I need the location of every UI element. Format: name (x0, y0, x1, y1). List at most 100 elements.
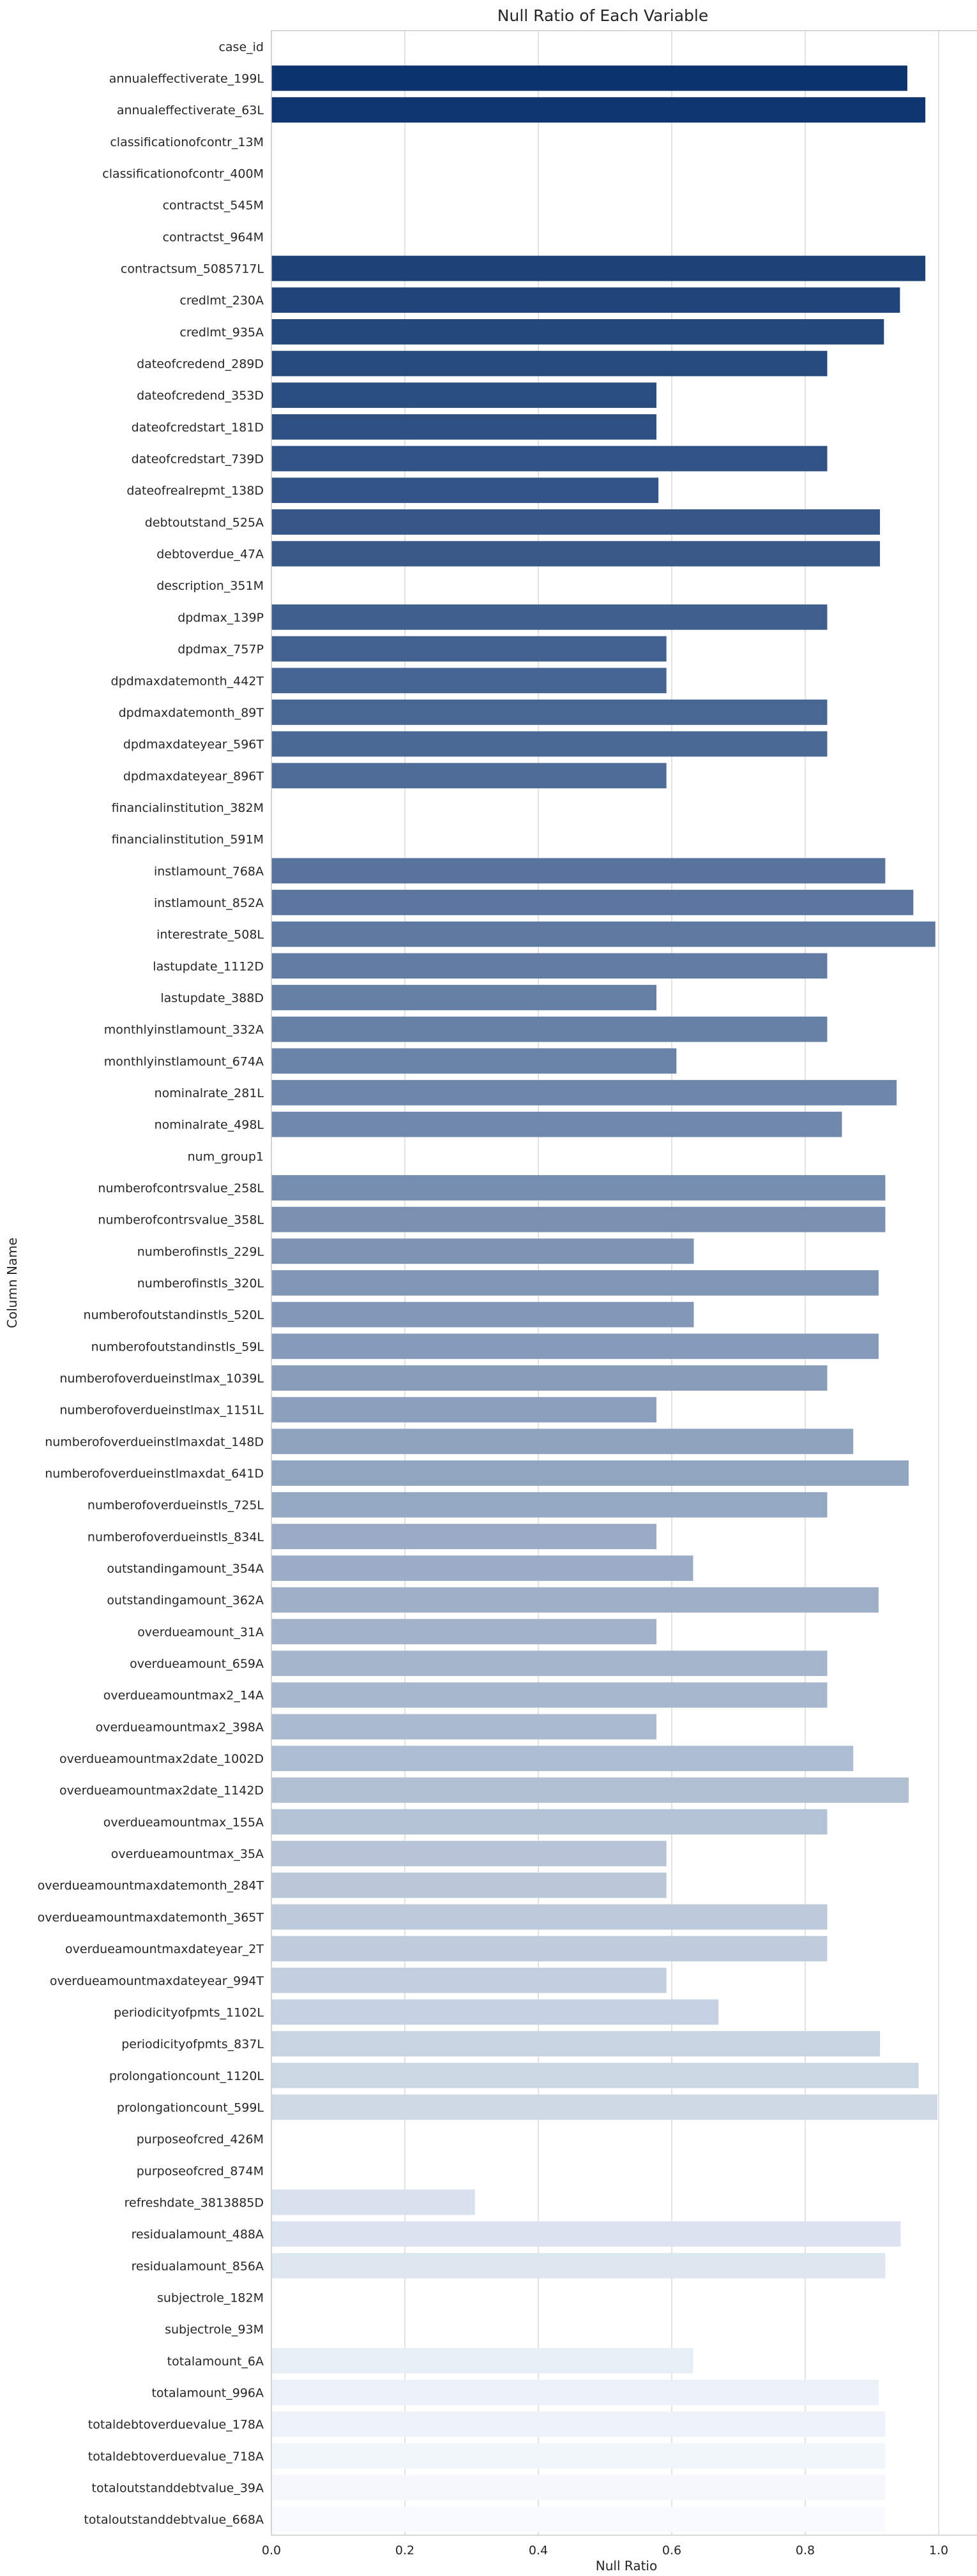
bar (271, 1365, 828, 1391)
y-tick-label: dpdmax_757P (178, 643, 264, 657)
y-tick-label: numberofinstls_320L (137, 1277, 264, 1291)
y-tick-label: overdueamountmax2date_1002D (59, 1752, 264, 1766)
bar (271, 2221, 901, 2247)
y-tick-label: dateofcredstart_181D (132, 421, 264, 435)
y-tick-label: totalamount_996A (151, 2386, 264, 2400)
bar (271, 446, 828, 472)
y-tick-label: overdueamountmax2_14A (103, 1689, 264, 1703)
y-tick-label: dateofrealrepmt_138D (126, 484, 264, 498)
y-tick-label: overdueamountmax_35A (111, 1847, 264, 1861)
bar (271, 1524, 656, 1550)
y-tick-label: instlamount_852A (154, 896, 264, 910)
y-tick-label: prolongationcount_599L (117, 2100, 264, 2115)
y-tick-label: classificationofcontr_400M (102, 167, 264, 181)
bar (271, 2506, 886, 2533)
bar (271, 65, 907, 91)
bar (271, 1016, 828, 1042)
y-tick-label: overdueamountmaxdatemonth_365T (38, 1910, 264, 1924)
y-tick-label: numberofoutstandinstls_520L (84, 1308, 264, 1322)
y-tick-label: numberofoverdueinstls_725L (87, 1499, 264, 1513)
y-tick-label: contractsum_5085717L (121, 262, 264, 276)
y-tick-label: prolongationcount_1120L (109, 2069, 264, 2083)
bar (271, 700, 828, 725)
y-tick-label: annualeffectiverate_199L (109, 72, 264, 86)
y-tick-label: credlmt_935A (179, 326, 264, 340)
chart-title: Null Ratio of Each Variable (497, 6, 708, 25)
bar (271, 1936, 828, 1961)
bar (271, 382, 656, 408)
y-tick-labels: case_id annualeffectiverate_199L annualeff… (38, 40, 264, 2527)
bar (271, 1111, 842, 1137)
y-tick-label: classificationofcontr_13M (110, 135, 264, 149)
bar (271, 1175, 886, 1201)
y-tick-label: instlamount_768A (154, 864, 264, 878)
y-tick-label: case_id (218, 40, 264, 54)
y-tick-label: totaloutstanddebtvalue_668A (84, 2513, 264, 2527)
bar (271, 2094, 937, 2120)
bar (271, 97, 926, 123)
bar (271, 1428, 854, 1455)
bar (271, 1967, 667, 1993)
y-tick-label: overdueamountmax_155A (103, 1815, 264, 1829)
y-tick-label: overdueamount_31A (137, 1625, 264, 1639)
bar (271, 1555, 693, 1581)
bar (271, 604, 828, 630)
y-tick-label: interestrate_508L (156, 928, 264, 942)
y-tick-label: lastupdate_1112D (153, 959, 264, 973)
bar (271, 1809, 828, 1835)
y-tick-label: overdueamountmax2_398A (96, 1720, 264, 1734)
bar (271, 1460, 909, 1486)
bar (271, 1333, 879, 1359)
y-tick-label: purposeofcred_426M (137, 2132, 264, 2146)
y-tick-label: numberofcontrsvalue_258L (98, 1181, 264, 1195)
bar (271, 414, 656, 440)
bar (271, 319, 884, 345)
y-tick-label: dpdmaxdateyear_896T (123, 769, 264, 783)
bar (271, 1777, 909, 1803)
bar (271, 668, 667, 694)
x-axis-label: Null Ratio (596, 2558, 657, 2573)
bar (271, 985, 656, 1010)
y-tick-label: residualamount_488A (132, 2228, 264, 2242)
y-tick-label: dpdmaxdateyear_596T (123, 738, 264, 752)
bar (271, 731, 828, 757)
y-tick-label: dpdmax_139P (178, 611, 264, 625)
bar (271, 2411, 886, 2437)
y-tick-label: credlmt_230A (179, 294, 264, 308)
y-tick-label: dateofcredend_353D (137, 389, 264, 403)
bar (271, 1080, 897, 1105)
bar (271, 1619, 656, 1645)
y-tick-label: debtoverdue_47A (156, 548, 264, 562)
y-tick-label: num_group1 (188, 1149, 264, 1164)
y-tick-label: totaldebtoverduevalue_178A (88, 2418, 264, 2432)
bar (271, 2443, 886, 2469)
y-tick-label: overdueamountmaxdateyear_994T (50, 1974, 264, 1988)
y-tick-label: numberofoverdueinstlmax_1039L (59, 1372, 264, 1386)
y-tick-label: numberofoverdueinstlmax_1151L (59, 1404, 264, 1418)
y-tick-label: monthlyinstlamount_332A (104, 1023, 264, 1037)
y-tick-label: numberofoverdueinstlmaxdat_641D (45, 1467, 264, 1481)
bar (271, 1841, 667, 1866)
bar (271, 255, 926, 281)
y-tick-label: debtoutstand_525A (145, 516, 264, 530)
bar (271, 2252, 886, 2279)
bar (271, 1651, 828, 1676)
bar (271, 953, 828, 979)
bar (271, 1682, 828, 1708)
bar (271, 1904, 828, 1930)
y-tick-label: overdueamountmaxdatemonth_284T (38, 1879, 264, 1893)
y-tick-label: financialinstitution_382M (112, 801, 264, 815)
bar (271, 1206, 886, 1232)
plot-frame (271, 30, 977, 2536)
bar (271, 350, 828, 377)
bar (271, 921, 935, 947)
y-tick-label: dpdmaxdatemonth_89T (119, 706, 264, 720)
bar (271, 2475, 886, 2501)
y-tick-label: subjectrole_93M (165, 2323, 264, 2337)
bar (271, 858, 886, 884)
y-tick-label: overdueamount_659A (130, 1657, 264, 1671)
bar (271, 890, 914, 915)
bar (271, 541, 881, 567)
bar (271, 1270, 879, 1296)
